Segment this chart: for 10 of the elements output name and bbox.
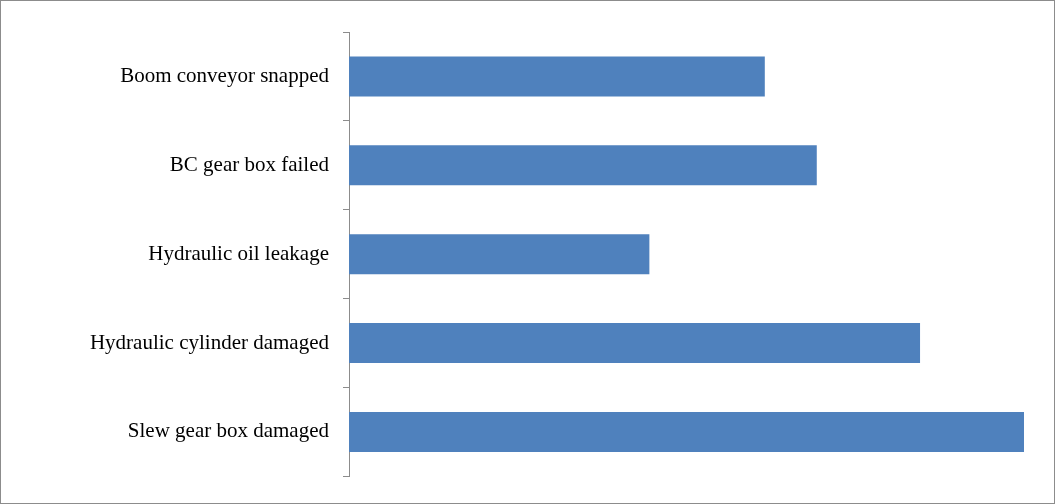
y-tick-label: Slew gear box damaged — [127, 418, 330, 443]
bar — [349, 56, 765, 97]
y-tick-label: Hydraulic cylinder damaged — [89, 329, 330, 354]
y-tick-label: Boom conveyor snapped — [120, 62, 330, 87]
bar — [349, 234, 650, 275]
y-tick-label: Hydraulic oil leakage — [148, 240, 329, 265]
y-tick-label: BC gear box failed — [169, 151, 330, 176]
bar — [349, 323, 921, 364]
bar — [349, 145, 817, 186]
bar — [349, 411, 1024, 452]
